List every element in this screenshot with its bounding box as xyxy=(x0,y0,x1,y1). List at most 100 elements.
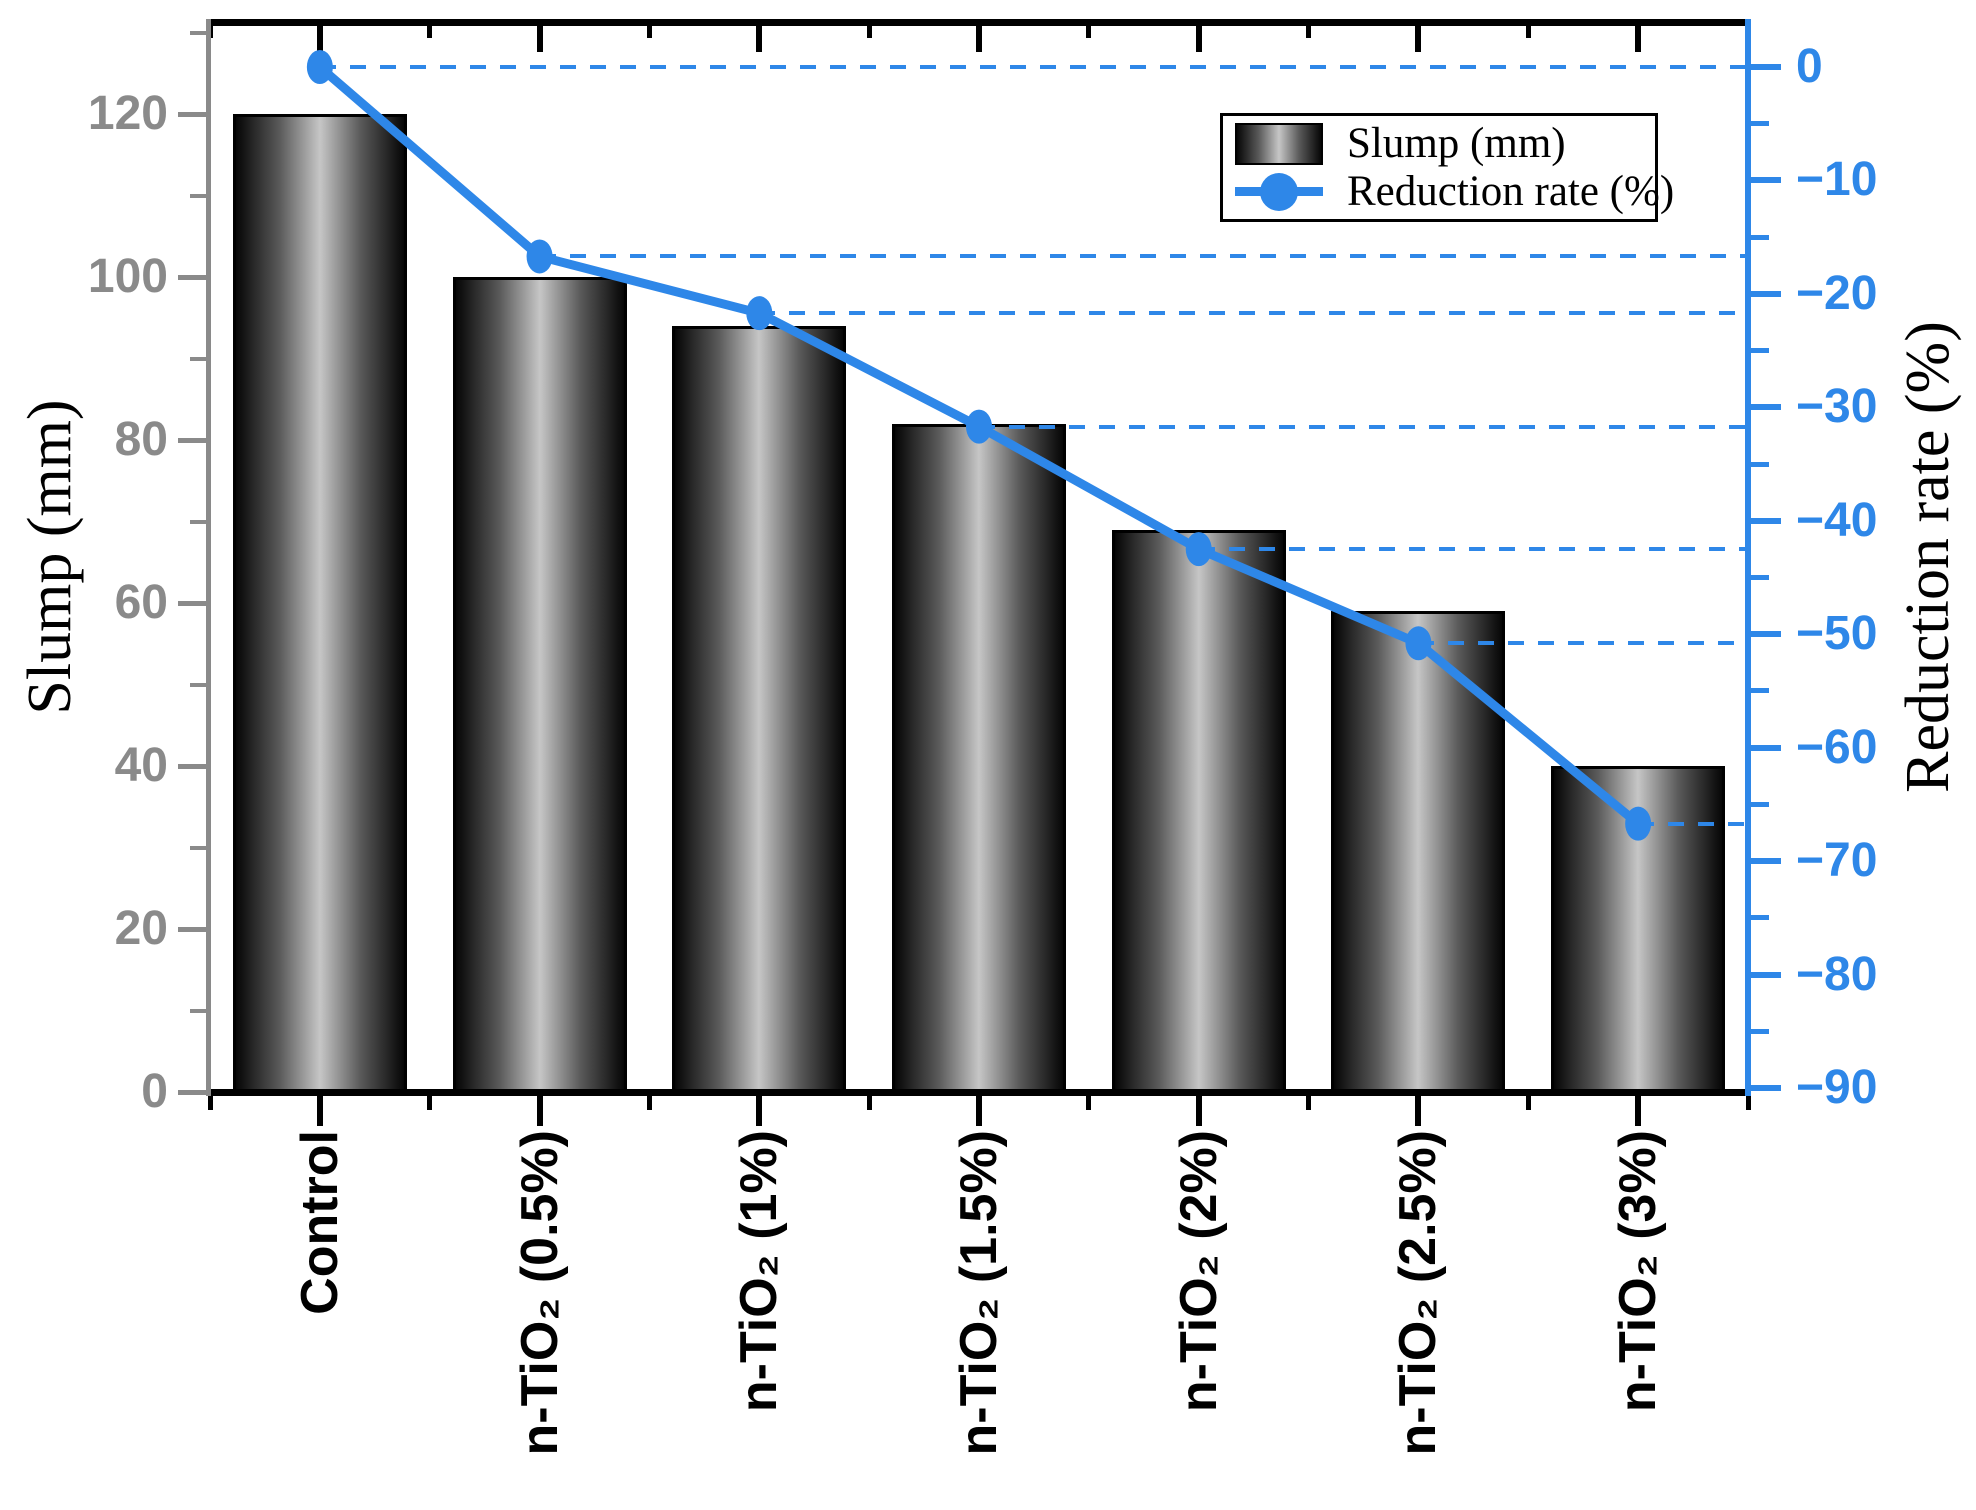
bar-swatch-icon xyxy=(1235,122,1323,165)
bottom-axis-tick xyxy=(866,1096,872,1110)
right-axis-major-tick xyxy=(1751,290,1781,297)
right-axis-tick-label: −40 xyxy=(1796,493,1878,547)
right-axis-tick-label: −50 xyxy=(1796,607,1878,661)
x-category-label-4: n-TiO₂ (2%) xyxy=(1169,1130,1228,1413)
top-axis-tick xyxy=(536,26,543,52)
leader-dashed-line-3 xyxy=(979,424,1745,429)
bottom-axis-tick xyxy=(976,1096,982,1126)
left-axis-major-tick xyxy=(178,111,208,117)
top-axis-tick xyxy=(1195,26,1202,52)
bottom-axis-tick xyxy=(646,1096,652,1110)
left-axis-minor-tick xyxy=(190,519,208,524)
bar-slump-6 xyxy=(1551,766,1726,1092)
left-axis-tick-label: 80 xyxy=(114,413,168,466)
right-axis-major-tick xyxy=(1751,177,1781,184)
top-axis-tick xyxy=(316,26,323,52)
top-axis-tick xyxy=(646,26,652,38)
leader-dashed-line-6 xyxy=(1638,821,1745,826)
leader-dashed-line-0 xyxy=(319,65,1745,69)
left-axis-tick-label: 100 xyxy=(87,250,168,303)
leader-dashed-line-5 xyxy=(1418,641,1745,646)
right-axis-tick-label: −70 xyxy=(1796,834,1878,888)
left-axis-minor-tick xyxy=(190,1008,208,1013)
top-spine xyxy=(206,19,1751,26)
top-axis-tick xyxy=(1086,26,1092,38)
right-axis-tick-label: −20 xyxy=(1796,266,1878,320)
top-axis-tick xyxy=(1525,26,1531,38)
right-axis-minor-tick xyxy=(1751,121,1769,127)
bottom-axis-tick xyxy=(1306,1096,1312,1110)
right-axis-tick-label: −30 xyxy=(1796,380,1878,434)
right-axis-major-tick xyxy=(1751,64,1781,70)
top-axis-tick xyxy=(866,26,872,38)
left-axis-minor-tick xyxy=(190,193,208,198)
bottom-axis-tick xyxy=(207,1096,213,1110)
bottom-axis-tick xyxy=(427,1096,433,1110)
bar-slump-5 xyxy=(1331,611,1506,1092)
bar-slump-4 xyxy=(1111,529,1286,1092)
bottom-axis-tick xyxy=(1525,1096,1531,1110)
right-axis-major-tick xyxy=(1751,858,1781,865)
left-axis-minor-tick xyxy=(190,845,208,850)
x-category-label-5: n-TiO₂ (2.5%) xyxy=(1389,1130,1448,1456)
bar-slump-3 xyxy=(892,423,1066,1092)
top-axis-tick xyxy=(976,26,982,52)
left-axis-title: Slump (mm) xyxy=(16,399,84,715)
bottom-axis-tick xyxy=(1086,1096,1092,1110)
x-category-label-2: n-TiO₂ (1%) xyxy=(730,1130,789,1413)
right-axis-tick-label: −90 xyxy=(1796,1061,1878,1114)
right-axis-tick-label: −10 xyxy=(1796,153,1878,207)
right-axis-minor-tick xyxy=(1751,915,1769,921)
left-axis-tick-label: 20 xyxy=(114,902,168,955)
right-axis-major-tick xyxy=(1751,404,1781,411)
right-axis-minor-tick xyxy=(1751,234,1769,240)
right-axis-tick-label: −60 xyxy=(1796,720,1878,774)
line-marker-icon xyxy=(1235,172,1323,211)
left-axis-minor-tick xyxy=(190,356,208,361)
top-axis-tick xyxy=(427,26,433,38)
left-axis-minor-tick xyxy=(190,682,208,687)
right-axis-major-tick xyxy=(1751,517,1781,524)
x-category-label-3: n-TiO₂ (1.5%) xyxy=(950,1130,1008,1456)
x-category-label-6: n-TiO₂ (3%) xyxy=(1609,1130,1668,1413)
left-axis-major-tick xyxy=(178,926,208,932)
bottom-axis-tick xyxy=(756,1096,763,1126)
right-axis-minor-tick xyxy=(1751,461,1769,467)
bottom-axis-tick xyxy=(536,1096,543,1126)
top-axis-tick xyxy=(1306,26,1312,38)
bar-slump-2 xyxy=(672,325,847,1092)
bottom-axis-tick xyxy=(1635,1096,1642,1126)
left-axis-tick-label: 120 xyxy=(87,87,168,140)
legend-label-reduction-rate: Reduction rate (%) xyxy=(1347,168,1675,215)
legend: Slump (mm) Reduction rate (%) xyxy=(1220,113,1674,222)
left-axis-tick-label: 40 xyxy=(114,739,168,792)
right-spine xyxy=(1745,19,1751,1096)
bottom-axis-tick xyxy=(316,1096,323,1126)
right-axis-major-tick xyxy=(1751,1085,1781,1091)
left-axis-major-tick xyxy=(178,1089,208,1095)
top-axis-tick xyxy=(756,26,763,52)
right-axis-minor-tick xyxy=(1751,575,1769,580)
right-axis-minor-tick xyxy=(1751,688,1769,694)
leader-dashed-line-1 xyxy=(539,254,1745,259)
top-axis-tick xyxy=(1635,26,1642,52)
bar-slump-1 xyxy=(452,277,627,1092)
legend-label-slump: Slump (mm) xyxy=(1347,120,1566,167)
right-axis-minor-tick xyxy=(1751,348,1769,354)
left-axis-tick-label: 60 xyxy=(114,576,168,629)
right-axis-minor-tick xyxy=(1751,801,1769,807)
right-axis-major-tick xyxy=(1751,744,1781,751)
right-axis-title: Reduction rate (%) xyxy=(1894,321,1962,793)
legend-item-slump: Slump (mm) xyxy=(1235,120,1643,168)
left-spine xyxy=(206,19,211,1096)
left-axis-minor-tick xyxy=(190,30,208,35)
left-axis-major-tick xyxy=(178,274,208,280)
left-axis-tick-label: 0 xyxy=(141,1065,168,1118)
left-axis-major-tick xyxy=(178,763,208,769)
x-category-label-0: Control xyxy=(290,1130,349,1315)
left-axis-major-tick xyxy=(178,437,208,443)
bar-slump-0 xyxy=(232,114,407,1092)
bottom-axis-tick xyxy=(1195,1096,1202,1126)
leader-dashed-line-4 xyxy=(1198,547,1745,552)
